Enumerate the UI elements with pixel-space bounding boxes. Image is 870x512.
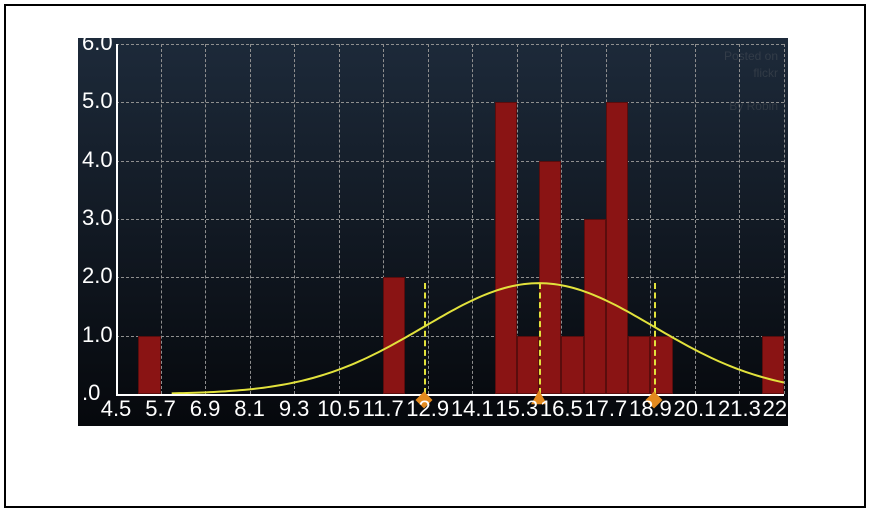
y-tick-label: 2.0 [82,265,113,287]
x-tick-label: 8.1 [234,398,265,420]
x-tick-label: 9.3 [279,398,310,420]
histogram-bar [584,219,606,394]
histogram-bar [561,336,583,394]
histogram-bar [517,336,539,394]
x-tick-label: 5.7 [145,398,176,420]
grid-line-horizontal [116,336,784,337]
y-tick-label: 4.0 [82,149,113,171]
x-tick-label: 20.1 [674,398,717,420]
grid-line-vertical [339,44,340,394]
grid-line-vertical [294,44,295,394]
curve-overlay [116,44,784,394]
histogram-bar [383,277,405,394]
histogram-chart: Posted onflickr By Robin .01.02.03.04.05… [78,38,788,426]
marker-guide-line [654,283,656,394]
grid-line-vertical [250,44,251,394]
plot-area [116,44,784,394]
x-tick-label: 15.3 [495,398,538,420]
grid-line-vertical [739,44,740,394]
marker-guide-line [424,283,426,394]
y-tick-label: 5.0 [82,90,113,112]
x-tick-label: 22.5 [763,398,788,420]
grid-line-horizontal [116,44,784,45]
grid-line-vertical [428,44,429,394]
histogram-bar [495,102,517,394]
histogram-bar [606,102,628,394]
histogram-bar [762,336,784,394]
x-tick-label: 14.1 [451,398,494,420]
grid-line-vertical [161,44,162,394]
histogram-bar [138,336,160,394]
marker-guide-line [539,283,541,394]
y-tick-label: 6.0 [82,38,113,54]
x-tick-label: 10.5 [317,398,360,420]
x-tick-label: 4.5 [101,398,132,420]
grid-line-vertical [695,44,696,394]
y-axis-line [116,44,118,394]
x-tick-label: 18.9 [629,398,672,420]
density-curve [172,283,784,393]
stage: Posted onflickr By Robin .01.02.03.04.05… [0,0,870,512]
histogram-bar [628,336,650,394]
y-tick-label: .0 [82,382,100,404]
grid-line-horizontal [116,219,784,220]
grid-line-vertical [205,44,206,394]
x-tick-label: 16.5 [540,398,583,420]
grid-line-horizontal [116,161,784,162]
x-tick-label: 11.7 [363,398,404,420]
x-tick-label: 21.3 [718,398,761,420]
x-tick-label: 17.7 [584,398,627,420]
x-tick-label: 12.9 [406,398,449,420]
histogram-bar [539,161,561,394]
grid-line-vertical [472,44,473,394]
x-tick-label: 6.9 [190,398,221,420]
grid-line-horizontal [116,277,784,278]
y-tick-label: 3.0 [82,207,113,229]
y-tick-label: 1.0 [82,324,113,346]
grid-line-horizontal [116,102,784,103]
